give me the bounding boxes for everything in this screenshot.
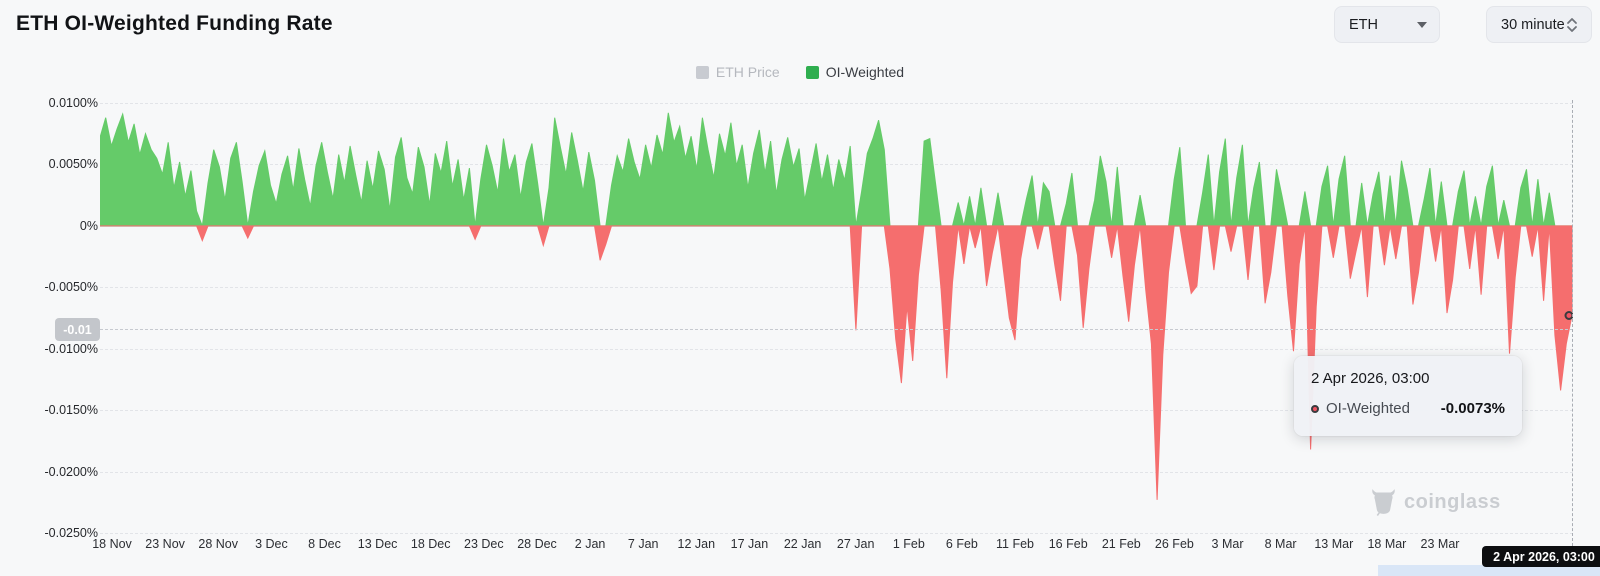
gridline bbox=[100, 471, 1573, 473]
chart-tooltip: 2 Apr 2026, 03:00 OI-Weighted -0.0073% bbox=[1294, 356, 1522, 436]
y-tick-label: -0.0150% bbox=[44, 403, 98, 418]
x-tick-label: 11 Feb bbox=[996, 537, 1034, 551]
caret-down-icon bbox=[1417, 21, 1427, 28]
x-tick-label: 23 Dec bbox=[463, 537, 504, 551]
gridline bbox=[100, 533, 1573, 534]
tooltip-date: 2 Apr 2026, 03:00 bbox=[1311, 370, 1430, 387]
chart-legend: ETH Price OI-Weighted bbox=[0, 64, 1600, 80]
gridline bbox=[100, 348, 1573, 350]
x-tick-label: 6 Feb bbox=[945, 537, 978, 551]
tooltip-row: OI-Weighted -0.0073% bbox=[1311, 400, 1505, 417]
gridline bbox=[100, 410, 1573, 412]
crosshair-date-badge: 2 Apr 2026, 03:00 bbox=[1482, 546, 1600, 567]
x-tick-label: 26 Feb bbox=[1154, 537, 1194, 551]
interval-select[interactable]: 30 minute bbox=[1486, 6, 1592, 43]
y-tick-label: -0.0250% bbox=[44, 526, 98, 540]
x-tick-label: 18 Dec bbox=[410, 537, 451, 551]
y-tick-label: -0.0200% bbox=[44, 464, 98, 479]
watermark-text: coinglass bbox=[1404, 490, 1501, 513]
x-tick-label: 13 Dec bbox=[357, 537, 398, 551]
symbol-select[interactable]: ETH bbox=[1334, 6, 1440, 43]
x-tick-label: 23 Mar bbox=[1420, 537, 1460, 551]
x-tick-label: 21 Feb bbox=[1101, 537, 1141, 551]
interval-select-value: 30 minute bbox=[1501, 16, 1565, 33]
x-tick-label: 3 Mar bbox=[1211, 537, 1244, 551]
x-tick-label: 16 Feb bbox=[1048, 537, 1088, 551]
y-tick-label: 0% bbox=[79, 218, 98, 233]
legend-swatch-eth-price bbox=[695, 65, 709, 79]
gridline bbox=[100, 103, 1573, 104]
x-tick-label: 7 Jan bbox=[627, 537, 659, 551]
legend-label-eth-price: ETH Price bbox=[715, 64, 780, 80]
x-tick-label: 28 Dec bbox=[517, 537, 557, 551]
y-tick-label: 0.0100% bbox=[48, 96, 98, 110]
symbol-select-value: ETH bbox=[1349, 16, 1378, 33]
threshold-line bbox=[100, 329, 1573, 330]
threshold-badge: -0.01 bbox=[55, 318, 100, 341]
coinglass-watermark: coinglass bbox=[1370, 487, 1501, 517]
x-tick-label: 13 Mar bbox=[1314, 537, 1354, 551]
x-tick-label: 17 Jan bbox=[730, 537, 769, 551]
y-tick-label: -0.0050% bbox=[44, 280, 98, 295]
x-tick-label: 22 Jan bbox=[783, 537, 822, 551]
series-marker-dot bbox=[1311, 404, 1319, 413]
x-tick-label: 3 Dec bbox=[255, 537, 288, 551]
gridline bbox=[100, 164, 1573, 166]
x-tick-label: 27 Jan bbox=[836, 537, 875, 551]
positive-area bbox=[100, 112, 1572, 227]
updown-chevrons-icon bbox=[1567, 17, 1577, 32]
x-tick-label: 18 Nov bbox=[92, 537, 132, 551]
legend-label-oi-weighted: OI-Weighted bbox=[825, 64, 905, 80]
crosshair-vertical-line bbox=[1572, 100, 1573, 546]
x-tick-label: 8 Dec bbox=[308, 537, 341, 551]
x-tick-label: 1 Feb bbox=[892, 537, 925, 551]
negative-area bbox=[100, 225, 1573, 500]
x-tick-label: 18 Mar bbox=[1367, 537, 1407, 551]
y-tick-label: 0.0050% bbox=[48, 157, 98, 172]
legend-item-eth-price[interactable]: ETH Price bbox=[695, 64, 780, 80]
funding-rate-series bbox=[100, 112, 1573, 500]
x-tick-label: 12 Jan bbox=[677, 537, 716, 551]
legend-item-oi-weighted[interactable]: OI-Weighted bbox=[805, 64, 905, 80]
x-tick-label: 8 Mar bbox=[1264, 537, 1297, 551]
legend-swatch-oi-weighted bbox=[805, 65, 819, 79]
gridline bbox=[100, 287, 1573, 289]
y-tick-label: -0.0100% bbox=[44, 341, 98, 356]
coinglass-bull-icon bbox=[1372, 489, 1395, 516]
tooltip-series-label: OI-Weighted bbox=[1326, 400, 1410, 417]
x-tick-label: 2 Jan bbox=[574, 537, 606, 551]
x-tick-label: 23 Nov bbox=[145, 537, 185, 551]
chart-controls: ETH 30 minute bbox=[1334, 6, 1592, 43]
tooltip-value: -0.0073% bbox=[1440, 400, 1505, 417]
datazoom-strip[interactable] bbox=[1378, 565, 1600, 576]
x-tick-label: 28 Nov bbox=[198, 537, 238, 551]
page-title: ETH OI-Weighted Funding Rate bbox=[16, 12, 333, 35]
